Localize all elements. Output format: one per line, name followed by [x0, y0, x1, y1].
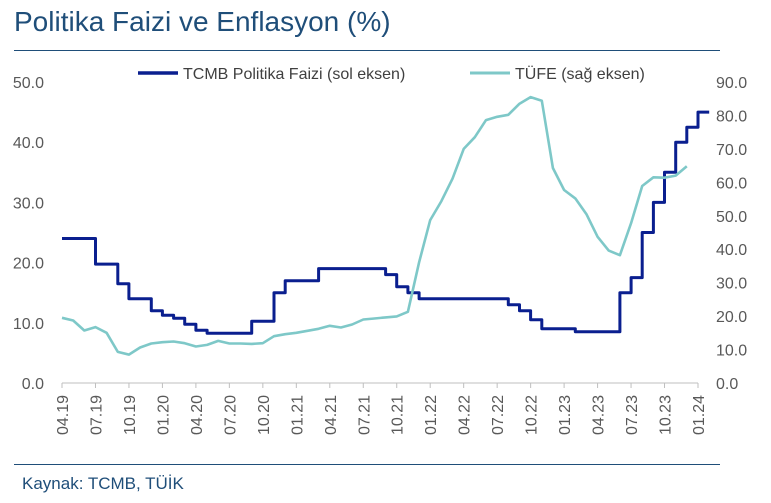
x-tick-label: 01.21 [289, 395, 306, 435]
x-tick-label: 01.22 [423, 395, 440, 435]
x-tick-label: 07.22 [490, 395, 507, 435]
x-tick-label: 10.19 [122, 395, 139, 435]
legend-label-policy: TCMB Politika Faizi (sol eksen) [183, 66, 405, 83]
y-right-tick: 40.0 [716, 242, 747, 259]
y-left-tick: 10.0 [13, 316, 44, 333]
x-tick-label: 04.22 [457, 395, 474, 435]
x-tick-label: 10.21 [390, 395, 407, 435]
x-tick-label: 04.19 [55, 395, 72, 435]
y-left-tick: 50.0 [13, 75, 44, 92]
x-tick-label: 07.20 [222, 395, 239, 435]
y-right-tick: 70.0 [716, 142, 747, 159]
y-right-tick: 50.0 [716, 209, 747, 226]
x-tick-label: 07.19 [88, 395, 105, 435]
series-line-policy-rate [62, 110, 710, 335]
x-tick-label: 10.22 [524, 395, 541, 435]
source-note: Kaynak: TCMB, TÜİK [22, 474, 184, 493]
y-right-tick: 10.0 [716, 343, 747, 360]
y-left-tick: 40.0 [13, 135, 44, 152]
y-right-tick: 80.0 [716, 108, 747, 125]
x-tick-label: 01.24 [691, 395, 708, 435]
x-tick-label: 04.23 [591, 395, 608, 435]
legend-label-cpi: TÜFE (sağ eksen) [515, 65, 645, 83]
title-underline [14, 50, 720, 51]
x-tick-label: 04.21 [323, 395, 340, 435]
y-right-tick: 60.0 [716, 175, 747, 192]
y-right-tick: 90.0 [716, 75, 747, 92]
x-tick-label: 04.20 [189, 395, 206, 435]
x-tick-label: 01.20 [155, 395, 172, 435]
y-left-tick: 20.0 [13, 256, 44, 273]
legend: TCMB Politika Faizi (sol eksen) TÜFE (sa… [138, 65, 645, 83]
x-tick-label: 01.23 [557, 395, 574, 435]
y-right-tick: 20.0 [716, 309, 747, 326]
series-line-cpi [61, 95, 688, 356]
y-left-tick: 30.0 [13, 195, 44, 212]
y-left-tick: 0.0 [22, 376, 44, 393]
x-tick-label: 07.21 [356, 395, 373, 435]
x-tick-label: 07.23 [624, 395, 641, 435]
source-divider [14, 464, 720, 465]
chart-title: Politika Faizi ve Enflasyon (%) [14, 6, 391, 37]
y-right-tick: 30.0 [716, 276, 747, 293]
x-tick-label: 10.23 [658, 395, 675, 435]
y-right-tick: 0.0 [716, 376, 738, 393]
x-tick-label: 10.20 [256, 395, 273, 435]
